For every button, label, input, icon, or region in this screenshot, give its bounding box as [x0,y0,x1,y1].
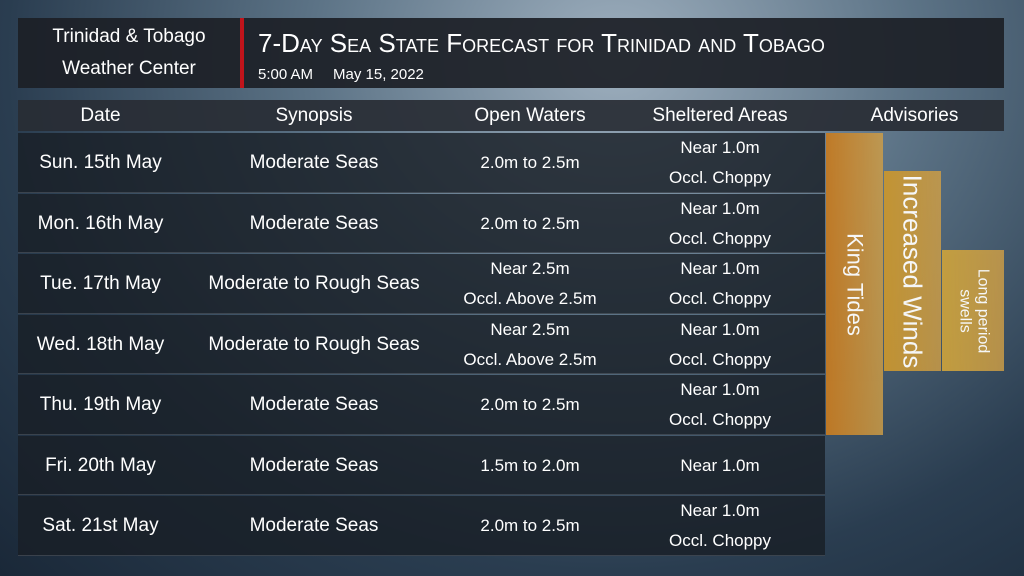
cell-line: Occl. Choppy [668,168,772,188]
sheltered-cell: Near 1.0m Occl. Choppy [615,315,825,376]
synopsis-cell: Moderate to Rough Seas [208,273,420,295]
synopsis-cell: Moderate Seas [249,454,379,476]
cell-line: Near 2.5m [490,319,570,339]
sheltered-cell: Near 1.0m Occl. Choppy [615,496,825,557]
advisory-bar: Long period swells [942,250,1004,371]
date-cell: Tue. 17th May [40,273,161,295]
table-row [18,435,825,495]
open-waters-cell: 2.0m to 2.5m [445,194,615,255]
header-row [18,100,1004,131]
cell-line: Occl. Choppy [668,289,772,309]
org-name: Trinidad & Tobago Weather Center [18,18,240,88]
advisory-line: swells [956,288,973,333]
cell-line: Near 1.0m [680,198,760,218]
synopsis-cell: Moderate to Rough Seas [208,333,420,355]
cell-line: 1.5m to 2.0m [480,455,580,475]
cell-line: Near 1.0m [680,380,760,400]
synopsis-cell: Moderate Seas [249,515,379,537]
column-header: Sheltered Areas [652,104,788,126]
cell-line: Occl. Choppy [668,410,772,430]
org-line: Trinidad & Tobago [52,26,206,47]
cell-line: Near 1.0m [680,455,760,475]
org-line: Weather Center [62,58,196,79]
title: 7-Day Sea State Forecast for Trinidad an… [258,28,825,58]
date-cell: Wed. 18th May [36,333,165,355]
table-row [18,254,825,314]
open-waters-cell: 2.0m to 2.5m [445,375,615,436]
table-row [18,496,825,556]
open-waters-cell: Near 2.5m Occl. Above 2.5m [445,315,615,376]
synopsis-cell: Moderate Seas [249,152,379,174]
open-waters-cell: 2.0m to 2.5m [445,133,615,194]
cell-line: 2.0m to 2.5m [480,153,580,173]
sheltered-cell: Near 1.0m [615,436,825,497]
date-cell: Fri. 20th May [45,454,156,476]
table-row [18,193,825,253]
open-waters-cell: Near 2.5m Occl. Above 2.5m [445,254,615,315]
cell-line: 2.0m to 2.5m [480,516,580,536]
sheltered-cell: Near 1.0m Occl. Choppy [615,375,825,436]
column-header: Date [80,104,121,126]
sheltered-cell: Near 1.0m Occl. Choppy [615,194,825,255]
column-header: Advisories [870,104,959,126]
header-panel [18,18,1004,88]
advisory-line: King Tides [842,232,868,336]
advisory-bar: King Tides [826,133,883,435]
synopsis-cell: Moderate Seas [249,212,379,234]
advisory-line: Long period [974,268,991,353]
sheltered-cell: Near 1.0m Occl. Choppy [615,133,825,194]
date-cell: Sun. 15th May [39,152,162,174]
cell-line: Near 1.0m [680,501,760,521]
cell-line: Occl. Above 2.5m [463,289,597,309]
date-cell: Thu. 19th May [39,394,162,416]
column-header: Synopsis [275,104,353,126]
table-row [18,375,825,435]
issued-time: 5:00 AM [258,66,314,83]
open-waters-cell: 1.5m to 2.0m [445,436,615,497]
cell-line: Near 1.0m [680,259,760,279]
advisory-bar: Increased Winds [884,171,941,371]
open-waters-cell: 2.0m to 2.5m [445,496,615,557]
advisory-label: King Tides [826,133,883,435]
cell-line: 2.0m to 2.5m [480,213,580,233]
cell-line: Occl. Choppy [668,531,772,551]
cell-line: Near 1.0m [680,138,760,158]
sheltered-cell: Near 1.0m Occl. Choppy [615,254,825,315]
cell-line: Occl. Above 2.5m [463,349,597,369]
advisory-label: Increased Winds [884,171,941,371]
header-accent [240,18,244,88]
column-header: Open Waters [474,104,586,126]
advisory-label: Long period swells [942,250,1004,371]
date-cell: Mon. 16th May [37,212,164,234]
cell-line: Near 1.0m [680,319,760,339]
cell-line: Occl. Choppy [668,349,772,369]
table-row [18,133,825,193]
table-row [18,314,825,374]
cell-line: 2.0m to 2.5m [480,395,580,415]
cell-line: Near 2.5m [490,259,570,279]
advisory-line: Increased Winds [897,174,928,368]
issued-date: May 15, 2022 [333,66,424,83]
synopsis-cell: Moderate Seas [249,394,379,416]
cell-line: Occl. Choppy [668,228,772,248]
date-cell: Sat. 21st May [42,515,159,537]
